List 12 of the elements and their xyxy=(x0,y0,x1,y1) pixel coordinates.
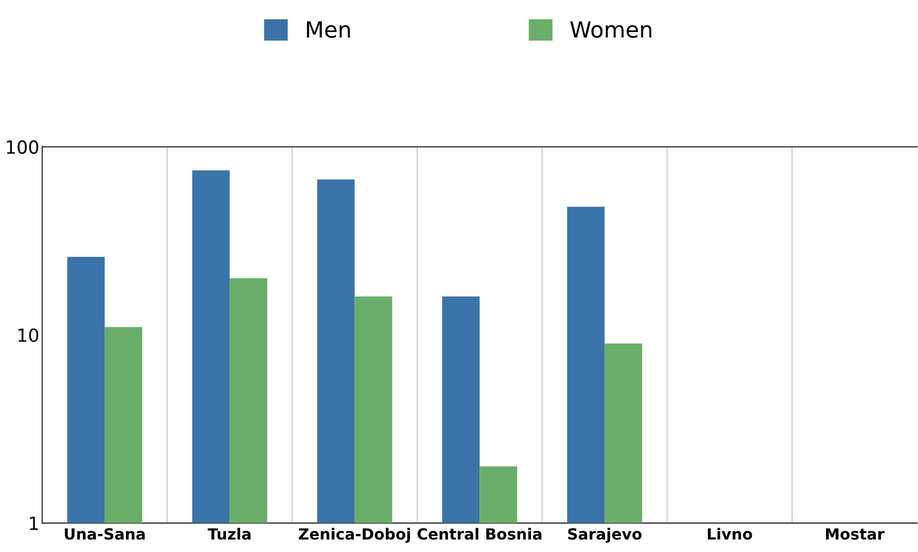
x-tick-label: Livno xyxy=(708,528,752,540)
x-tick-label: Una-Sana xyxy=(64,528,145,540)
x-tick-label: Sarajevo xyxy=(568,528,642,543)
x-tick-label: Central Bosnia xyxy=(418,528,542,540)
x-tick-label: Tuzla xyxy=(208,528,251,540)
legend-label: Women xyxy=(570,21,652,38)
y-tick-label: 100 xyxy=(6,140,38,154)
y-tick-label: 1 xyxy=(30,516,38,530)
x-tick-label: Zenica-Doboj xyxy=(298,528,410,543)
legend-label: Men xyxy=(306,21,350,38)
x-tick-label: Mostar xyxy=(826,528,885,540)
y-tick-label: 10 xyxy=(18,328,38,342)
